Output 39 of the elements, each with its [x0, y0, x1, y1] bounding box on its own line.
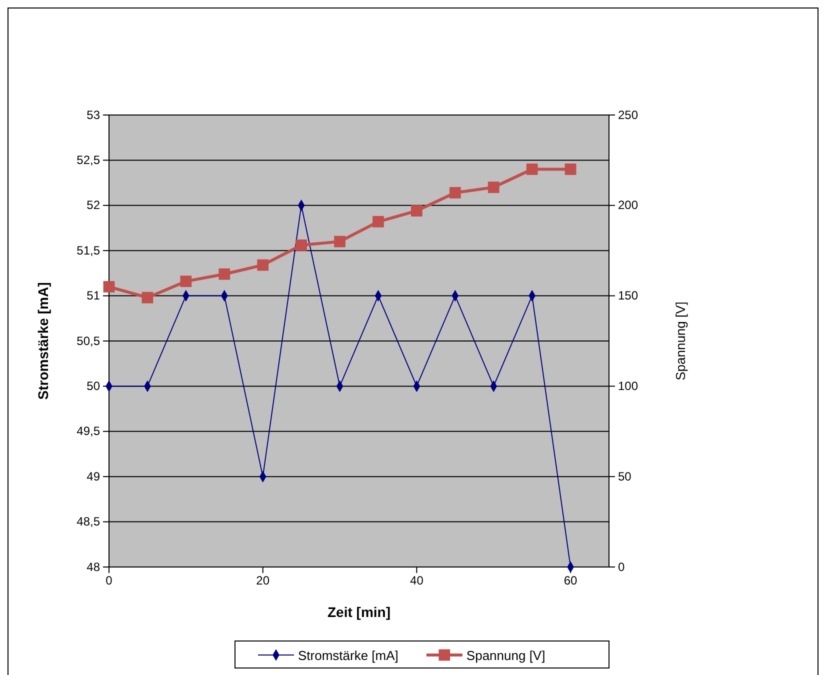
y-tick-label: 53	[86, 108, 100, 122]
point	[296, 239, 308, 251]
point	[142, 292, 154, 304]
x-tick-label: 60	[564, 574, 578, 588]
y2-tick-label: 150	[618, 288, 638, 303]
y-tick-label: 49	[86, 469, 100, 484]
point	[218, 268, 230, 280]
x-tick-label: 20	[256, 574, 270, 588]
y-tick-label: 52,5	[76, 153, 100, 168]
y-tick-label: 51	[86, 288, 100, 303]
point	[372, 216, 384, 228]
y2-tick-label: 250	[618, 108, 638, 122]
point	[449, 187, 461, 198]
y-tick-label: 48	[86, 560, 100, 574]
y-tick-label: 49,5	[76, 424, 100, 438]
point	[334, 236, 346, 248]
point	[564, 164, 576, 175]
y-tick-label: 50,5	[76, 334, 100, 348]
point	[488, 182, 500, 194]
point	[180, 276, 192, 288]
y-axis-title: Stromstärke [mA]	[35, 282, 51, 400]
y-tick-label: 48,5	[76, 514, 100, 529]
y2-tick-label: 0	[618, 560, 625, 574]
y2-tick-label: 200	[618, 198, 638, 212]
x-tick-label: 40	[410, 574, 424, 588]
x-axis-title: Zeit [min]	[328, 604, 390, 620]
point	[103, 281, 115, 292]
point	[526, 164, 538, 175]
legend-label: Stromstärke [mA]	[298, 648, 398, 663]
legend-label: Spannung [V]	[466, 648, 546, 663]
y-tick-label: 52	[86, 198, 100, 212]
x-tick-label: 0	[106, 574, 113, 588]
y2-tick-label: 50	[618, 469, 632, 484]
y2-tick-label: 100	[618, 379, 638, 394]
point	[257, 259, 269, 271]
point	[410, 205, 422, 217]
y-tick-label: 50	[86, 379, 100, 394]
y-tick-label: 51,5	[76, 243, 100, 258]
y2-axis-title: Spannung [V]	[673, 302, 688, 380]
